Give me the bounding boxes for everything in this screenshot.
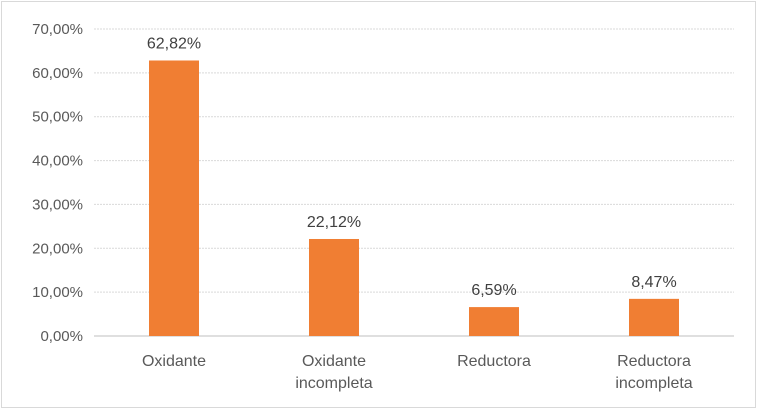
data-label: 8,47% — [631, 274, 676, 291]
category-label: Oxidante — [302, 353, 366, 370]
bars — [149, 60, 679, 336]
bar — [629, 298, 679, 336]
grid-lines — [94, 28, 734, 337]
y-tick-label: 60,00% — [32, 65, 83, 82]
data-labels: 62,82% 22,12% 6,59% 8,47% — [147, 35, 677, 299]
y-tick-label: 20,00% — [32, 240, 83, 257]
y-tick-label: 30,00% — [32, 196, 83, 213]
category-labels: Oxidante Oxidante incompleta Reductora Reduc… — [142, 353, 693, 392]
data-label: 22,12% — [307, 214, 361, 231]
y-axis-ticks: 0,00% 10,00% 20,00% 30,00% 40,00% 50,00% 60,00… — [32, 21, 83, 345]
category-label: Reductora — [617, 353, 691, 370]
category-label: Reductora — [457, 353, 531, 370]
y-tick-label: 40,00% — [32, 153, 83, 170]
bar — [469, 307, 519, 336]
y-tick-label: 50,00% — [32, 109, 83, 126]
category-label: incompleta — [295, 375, 372, 392]
bar — [309, 238, 359, 336]
y-tick-label: 10,00% — [32, 284, 83, 301]
y-tick-label: 0,00% — [40, 328, 83, 345]
data-label: 6,59% — [471, 282, 516, 299]
category-label: Oxidante — [142, 353, 206, 370]
bar — [149, 60, 199, 336]
category-label: incompleta — [615, 375, 692, 392]
data-label: 62,82% — [147, 35, 201, 52]
y-tick-label: 70,00% — [32, 21, 83, 38]
